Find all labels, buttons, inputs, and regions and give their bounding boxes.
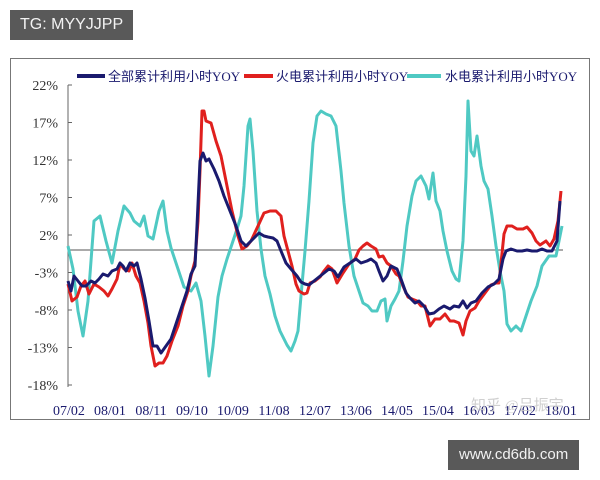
chart-frame: 全部累计利用小时YOY 火电累计利用小时YOY 水电累计利用小时YOY 22% … [10,58,590,420]
svg-text:水电累计利用小时YOY: 水电累计利用小时YOY [445,69,578,84]
svg-text:08/11: 08/11 [135,404,166,419]
legend-item-thermal: 火电累计利用小时YOY [244,69,409,84]
svg-text:-13%: -13% [28,342,59,357]
line-chart: 全部累计利用小时YOY 火电累计利用小时YOY 水电累计利用小时YOY 22% … [28,69,578,419]
svg-text:17/02: 17/02 [504,404,536,419]
svg-text:16/03: 16/03 [463,404,495,419]
y-axis: 22% 17% 12% 7% 2% -3% -8% -13% -18% [28,79,72,394]
svg-text:18/01: 18/01 [545,404,577,419]
svg-text:15/04: 15/04 [422,404,454,419]
svg-text:08/01: 08/01 [94,404,126,419]
legend-item-hydro: 水电累计利用小时YOY [407,69,578,84]
svg-text:-18%: -18% [28,379,59,394]
legend: 全部累计利用小时YOY 火电累计利用小时YOY 水电累计利用小时YOY [77,69,578,84]
series-thermal [66,109,563,368]
svg-text:12%: 12% [32,154,58,169]
svg-text:17%: 17% [32,117,58,132]
svg-text:2%: 2% [39,229,58,244]
watermark-top-left: TG: MYYJJPP [10,10,134,40]
svg-text:火电累计利用小时YOY: 火电累计利用小时YOY [276,69,409,84]
x-axis: 07/02 08/01 08/11 09/10 10/09 11/08 12/0… [53,404,577,419]
overlay-watermark: 知乎 @吕振宇 [471,397,564,414]
svg-text:12/07: 12/07 [299,404,331,419]
svg-text:-8%: -8% [35,304,59,319]
svg-text:14/05: 14/05 [381,404,413,419]
svg-text:22%: 22% [32,79,58,94]
svg-text:11/08: 11/08 [258,404,289,419]
svg-text:09/10: 09/10 [176,404,208,419]
svg-text:7%: 7% [39,192,58,207]
svg-text:07/02: 07/02 [53,404,85,419]
svg-text:10/09: 10/09 [217,404,249,419]
series-hydro [66,99,564,378]
legend-item-total: 全部累计利用小时YOY [77,69,241,84]
svg-text:全部累计利用小时YOY: 全部累计利用小时YOY [108,69,241,84]
svg-text:-3%: -3% [35,267,59,282]
watermark-bottom-right: www.cd6db.com [448,440,580,470]
series-total [66,151,562,355]
svg-text:13/06: 13/06 [340,404,372,419]
